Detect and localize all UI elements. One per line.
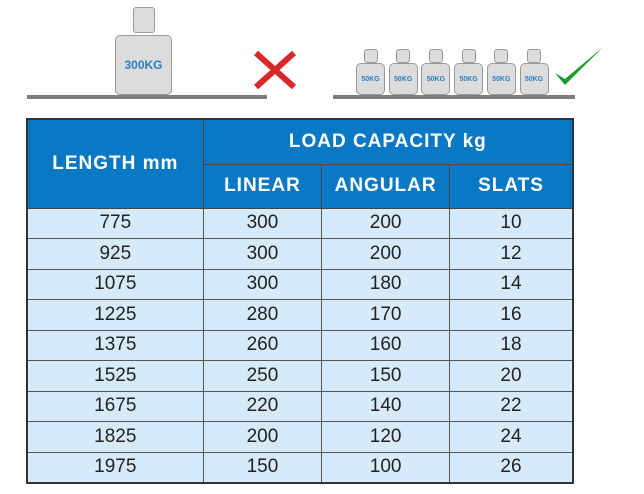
slats-cell: 12 — [449, 238, 574, 270]
table-row: 1525 250 150 20 — [26, 360, 574, 392]
table-row: 1075 300 180 14 — [26, 268, 574, 300]
slats-cell: 20 — [449, 360, 574, 392]
angular-cell: 200 — [321, 207, 450, 239]
table-row: 925 300 200 12 — [26, 238, 574, 270]
weight-50kg: 50KG — [421, 49, 451, 95]
slats-cell: 16 — [449, 299, 574, 331]
slats-cell: 14 — [449, 268, 574, 300]
weight-body: 50KG — [356, 63, 385, 95]
weight-knob — [132, 7, 155, 33]
length-cell: 1525 — [26, 360, 204, 392]
weight-50kg: 50KG — [486, 49, 516, 95]
table-row: 1225 280 170 16 — [26, 299, 574, 331]
weight-label: 50KG — [426, 75, 446, 83]
weight-300kg: 300KG — [115, 7, 172, 95]
shelf-left — [27, 95, 267, 99]
linear-cell: 280 — [202, 299, 323, 331]
table-row: 775 300 200 10 — [26, 207, 574, 239]
weight-label: 50KG — [524, 75, 544, 83]
length-cell: 1675 — [26, 390, 204, 422]
weight-body: 50KG — [388, 63, 418, 95]
linear-cell: 220 — [202, 390, 323, 422]
angular-header: ANGULAR — [321, 163, 450, 209]
angular-cell: 200 — [321, 238, 450, 270]
linear-cell: 300 — [202, 268, 323, 300]
weight-knob — [428, 49, 443, 63]
table-row: 1375 260 160 18 — [26, 329, 574, 361]
table-row: 1825 200 120 24 — [26, 421, 574, 453]
length-cell: 1825 — [26, 421, 204, 453]
weight-50kg: 50KG — [388, 49, 418, 95]
table-row: 1675 220 140 22 — [26, 390, 574, 422]
linear-cell: 250 — [202, 360, 323, 392]
linear-cell: 260 — [202, 329, 323, 361]
weight-knob — [527, 49, 541, 63]
slats-cell: 24 — [449, 421, 574, 453]
slats-cell: 22 — [449, 390, 574, 422]
check-icon — [555, 47, 603, 85]
cross-icon — [253, 50, 297, 90]
weight-label: 50KG — [361, 75, 380, 83]
linear-cell: 300 — [202, 238, 323, 270]
angular-cell: 180 — [321, 268, 450, 300]
load-capacity-table: LENGTH mm LOAD CAPACITY kg LINEAR ANGULA… — [26, 118, 574, 484]
weight-knob — [396, 49, 411, 63]
weight-body: 50KG — [519, 63, 549, 95]
linear-cell: 200 — [202, 421, 323, 453]
slats-cell: 10 — [449, 207, 574, 239]
length-cell: 1225 — [26, 299, 204, 331]
length-cell: 775 — [26, 207, 204, 239]
angular-cell: 120 — [321, 421, 450, 453]
linear-cell: 150 — [202, 451, 323, 484]
length-header: LENGTH mm — [26, 118, 204, 209]
angular-cell: 150 — [321, 360, 450, 392]
weight-knob — [363, 49, 378, 63]
weight-body: 300KG — [115, 35, 172, 95]
weight-50kg: 50KG — [356, 49, 385, 95]
table-row: 1975 150 100 26 — [26, 451, 574, 484]
linear-header: LINEAR — [202, 163, 323, 209]
slats-header: SLATS — [449, 163, 574, 209]
weight-body: 50KG — [454, 63, 484, 95]
weight-50kg: 50KG — [454, 49, 484, 95]
weight-body: 50KG — [421, 63, 451, 95]
weight-50kg: 50KG — [519, 49, 549, 95]
angular-cell: 140 — [321, 390, 450, 422]
weight-label: 50KG — [459, 75, 478, 83]
length-cell: 1075 — [26, 268, 204, 300]
weight-body: 50KG — [486, 63, 516, 95]
shelf-right — [333, 95, 575, 99]
angular-cell: 100 — [321, 451, 450, 484]
length-cell: 1975 — [26, 451, 204, 484]
weight-knob — [494, 49, 509, 63]
capacity-header: LOAD CAPACITY kg — [202, 118, 574, 165]
weight-label: 50KG — [492, 75, 511, 83]
weight-label: 50KG — [394, 75, 413, 83]
weight-label: 300KG — [124, 58, 163, 72]
weight-knob — [461, 49, 476, 63]
linear-cell: 300 — [202, 207, 323, 239]
slats-cell: 26 — [449, 451, 574, 484]
angular-cell: 160 — [321, 329, 450, 361]
length-cell: 925 — [26, 238, 204, 270]
length-cell: 1375 — [26, 329, 204, 361]
angular-cell: 170 — [321, 299, 450, 331]
slats-cell: 18 — [449, 329, 574, 361]
